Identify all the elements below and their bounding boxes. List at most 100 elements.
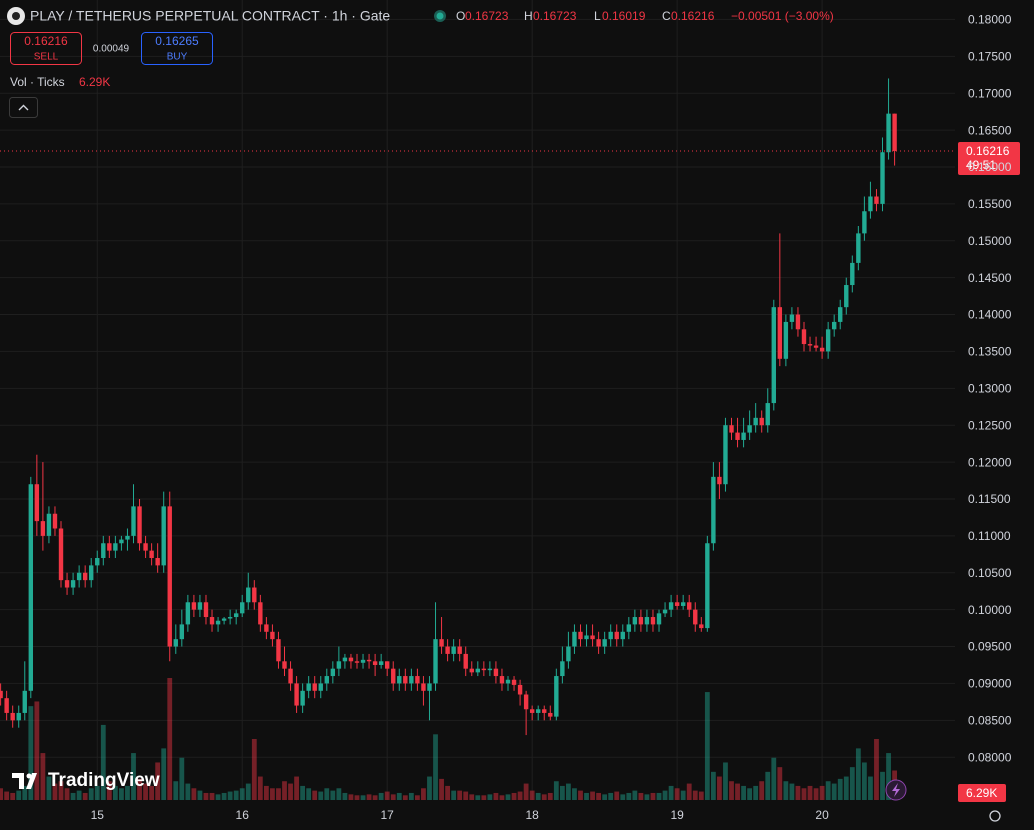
candle-body — [668, 602, 674, 610]
volume-bar — [559, 785, 565, 800]
volume-bar — [572, 788, 577, 800]
candle-body — [868, 196, 873, 212]
candle-body — [34, 484, 40, 522]
y-tick-label: 0.13000 — [968, 381, 1012, 395]
candle-body — [747, 425, 752, 433]
volume-bar — [306, 788, 312, 800]
lightning-icon — [892, 783, 900, 797]
volume-bar — [149, 785, 155, 800]
y-tick-label: 0.14500 — [968, 271, 1012, 285]
sell-label: SELL — [34, 52, 59, 63]
candle-body — [58, 528, 64, 581]
candle-body — [276, 639, 281, 662]
candle-body — [789, 314, 795, 322]
volume-bar — [185, 783, 191, 800]
candle-body — [258, 602, 263, 625]
volume-bar — [668, 785, 674, 800]
candle-body — [578, 631, 583, 640]
candle-body — [680, 602, 686, 606]
volume-bar — [855, 748, 861, 800]
candle-body — [264, 624, 269, 632]
low-label: L — [594, 9, 601, 23]
volume-bar — [396, 792, 402, 800]
candle-body — [759, 417, 764, 426]
volume-bar — [88, 788, 94, 800]
volume-bar — [807, 785, 813, 800]
volume-bar — [656, 792, 662, 800]
volume-bar — [251, 739, 257, 800]
price-tag-box — [958, 142, 1020, 176]
candle-body — [227, 617, 233, 619]
volume-label: Vol · Ticks — [10, 75, 65, 89]
candle-body — [838, 307, 843, 322]
candle-body — [306, 683, 311, 691]
candle-body — [548, 712, 553, 717]
volume-bar — [825, 781, 831, 800]
collapse-button[interactable] — [9, 97, 38, 118]
volume-bar — [493, 792, 499, 800]
sell-button[interactable] — [10, 32, 82, 65]
candle-body — [233, 613, 239, 618]
candle-body — [391, 668, 396, 684]
volume-bar — [40, 753, 46, 800]
y-tick-label: 0.09500 — [968, 640, 1012, 654]
candle-body — [699, 624, 704, 629]
volume-bar — [795, 785, 801, 800]
volume-bar — [505, 794, 511, 800]
candle-body — [294, 683, 299, 706]
candle-body — [584, 635, 589, 640]
price-tag-value: 0.16216 — [966, 144, 1010, 158]
volume-bar — [451, 790, 457, 800]
candle-body — [813, 345, 819, 348]
volume-bar — [366, 794, 372, 800]
candle-body — [403, 676, 408, 684]
volume-bar — [10, 792, 16, 800]
settings-icon[interactable] — [989, 810, 1001, 822]
candle-body — [300, 690, 305, 706]
volume-bar — [390, 794, 396, 800]
candle-body — [795, 314, 801, 330]
candle-body — [215, 620, 221, 625]
x-tick-label: 16 — [236, 808, 250, 822]
volume-bar — [0, 788, 4, 800]
volume-bar — [686, 783, 692, 800]
open-value: 0.16723 — [465, 9, 509, 23]
volume-bar — [197, 790, 203, 800]
volume-bar — [547, 792, 553, 800]
volume-bar — [408, 792, 414, 800]
buy-price: 0.16265 — [155, 34, 199, 48]
candle-body — [693, 609, 698, 625]
volume-bar — [70, 792, 76, 800]
volume-bar — [614, 791, 620, 800]
volume-bar — [457, 790, 463, 800]
candle-body — [572, 631, 577, 647]
buy-button[interactable] — [141, 32, 213, 65]
y-tick-label: 0.16000 — [968, 160, 1012, 174]
volume-bar — [4, 791, 10, 800]
volume-bar — [378, 792, 384, 800]
status-dot-inner — [436, 12, 444, 20]
candle-body — [312, 683, 317, 691]
y-tick-label: 0.15000 — [968, 234, 1012, 248]
candles — [0, 78, 897, 736]
volume-bar — [372, 795, 378, 800]
candle-body — [856, 233, 861, 263]
candle-body — [348, 657, 354, 662]
buy-label: BUY — [167, 52, 188, 63]
candle-body — [4, 698, 9, 713]
candle-body — [46, 513, 52, 536]
volume-bar — [282, 781, 287, 800]
y-tick-label: 0.13500 — [968, 345, 1012, 359]
x-tick-label: 15 — [91, 808, 105, 822]
candle-body — [246, 587, 251, 603]
candle-body — [76, 572, 82, 581]
volume-bar — [541, 794, 547, 800]
volume-bar — [590, 791, 595, 800]
volume-bar — [384, 791, 390, 800]
volume-bar — [64, 788, 70, 800]
volume-bar — [439, 778, 444, 800]
candle-body — [886, 113, 891, 153]
candle-body — [354, 661, 360, 663]
volume-bar — [729, 781, 734, 800]
candle-body — [487, 668, 493, 671]
